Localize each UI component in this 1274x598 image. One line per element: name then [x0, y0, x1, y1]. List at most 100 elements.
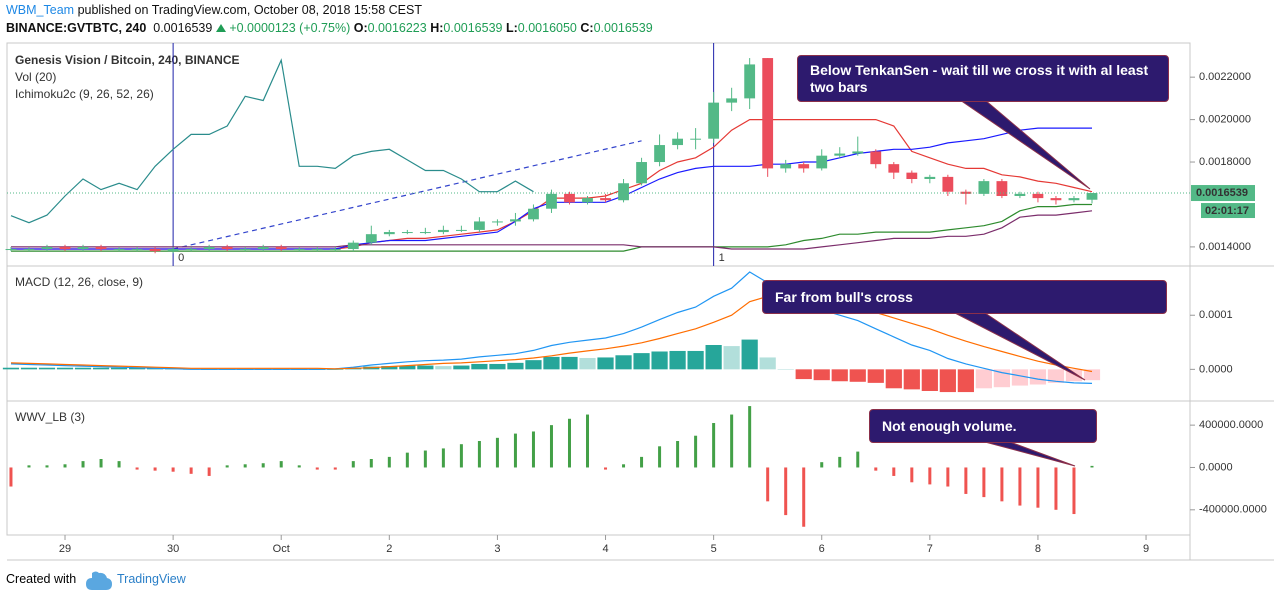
candle-body	[672, 138, 683, 146]
histogram-bar	[687, 350, 704, 370]
candle-body	[383, 232, 395, 235]
histogram-bar	[489, 363, 506, 370]
histogram-bar	[921, 369, 938, 391]
candle-body	[726, 98, 738, 103]
volume-bar	[459, 444, 463, 468]
histogram-bar	[20, 367, 38, 370]
volume-bar	[964, 467, 968, 494]
candle-body	[275, 246, 287, 250]
volume-bar	[1090, 465, 1094, 468]
indicator-line	[10, 58, 534, 224]
x-tick-label: 2	[386, 543, 392, 555]
histogram-bar	[1029, 369, 1047, 385]
symbol-line: BINANCE:GVTBTC, 240 0.0016539 +0.0000123…	[6, 21, 653, 35]
footer-created: Created with	[6, 572, 77, 586]
histogram-bar	[723, 346, 740, 370]
candle-body	[1032, 193, 1044, 199]
volume-bar	[45, 465, 49, 468]
candle-body	[77, 246, 89, 250]
header-line: WBM_Team published on TradingView.com, O…	[6, 3, 422, 17]
candle-body	[798, 164, 810, 169]
candle-body	[149, 249, 161, 252]
indicator-line	[11, 210, 1093, 250]
candle-body	[780, 164, 792, 169]
histogram-bar	[1011, 369, 1029, 386]
histogram-bar	[543, 356, 560, 370]
x-tick-label: Oct	[273, 543, 290, 555]
candle-body	[942, 176, 954, 192]
volume-bar	[712, 423, 716, 468]
marker-label: 1	[719, 252, 725, 264]
candle-body	[834, 153, 846, 156]
last-price-box	[1191, 185, 1255, 202]
histogram-bar	[579, 357, 596, 370]
volume-bar	[838, 456, 842, 468]
candle-body	[906, 172, 918, 180]
callout: Far from bull's cross	[762, 280, 1167, 314]
volume-bar	[117, 461, 121, 468]
histogram-bar	[777, 369, 794, 370]
x-tick-label: 29	[59, 543, 71, 555]
candle-body	[762, 58, 774, 169]
histogram-bar	[2, 367, 20, 370]
countdown-box	[1201, 203, 1255, 219]
histogram-bar	[795, 369, 812, 380]
candle-body	[654, 145, 665, 163]
candle-body	[978, 181, 990, 194]
x-tick-label: 8	[1035, 543, 1041, 555]
y-tick-label: 0.0014000	[1199, 241, 1251, 253]
ohlc-label: C:	[580, 21, 594, 35]
volume-bar	[567, 418, 571, 468]
histogram-bar	[92, 367, 110, 370]
candle-body	[492, 221, 503, 223]
candle-body	[690, 138, 702, 140]
volume-bar	[586, 414, 590, 468]
ohlc-value: 0.0016539	[443, 21, 503, 35]
histogram-bar	[1083, 369, 1101, 381]
candle-body	[744, 64, 756, 99]
volume-bar	[261, 463, 265, 468]
candle-body	[419, 232, 431, 234]
histogram-bar	[417, 365, 434, 370]
author-link[interactable]: WBM_Team	[6, 3, 75, 17]
histogram-bar	[849, 369, 866, 382]
volume-bar	[748, 406, 752, 468]
histogram-bar	[957, 369, 974, 393]
candle-body	[1050, 198, 1062, 201]
wwv-title: WWV_LB (3)	[15, 410, 85, 424]
histogram-bar	[561, 356, 578, 370]
last-price-label: 0.0016539	[1196, 187, 1248, 199]
volume-bar	[549, 425, 553, 468]
candle-body	[113, 249, 125, 251]
marker-label: 0	[178, 252, 184, 264]
y-tick-label: 0.0022000	[1199, 71, 1251, 83]
volume-bar	[81, 461, 85, 468]
trend-line	[172, 140, 642, 250]
candle-body	[564, 193, 575, 203]
indicator-label: Vol (20)	[15, 70, 56, 84]
histogram-bar	[399, 365, 416, 370]
candle-body	[185, 249, 197, 251]
volume-bar	[351, 461, 355, 468]
footer-brand[interactable]: TradingView	[117, 572, 186, 586]
x-tick-label: 6	[819, 543, 825, 555]
candle-body	[528, 208, 539, 220]
histogram-bar	[453, 365, 470, 370]
volume-bar	[1018, 467, 1022, 506]
candle-body	[600, 198, 611, 201]
candle-body	[23, 249, 35, 251]
ohlc-label: O:	[353, 21, 368, 35]
y-tick-label: 0.0001	[1199, 309, 1233, 321]
y-tick-label: 0.0020000	[1199, 114, 1251, 126]
candle-body	[455, 229, 467, 231]
histogram-bar	[74, 367, 92, 370]
candle-body	[816, 155, 828, 169]
macd-title: MACD (12, 26, close, 9)	[15, 275, 143, 289]
volume-bar	[495, 437, 499, 468]
y-tick-label: -400000.0000	[1199, 504, 1267, 516]
volume-bar	[189, 467, 193, 474]
candle-body	[293, 249, 305, 251]
candle-body	[996, 181, 1008, 196]
callout: Not enough volume.	[869, 409, 1097, 443]
